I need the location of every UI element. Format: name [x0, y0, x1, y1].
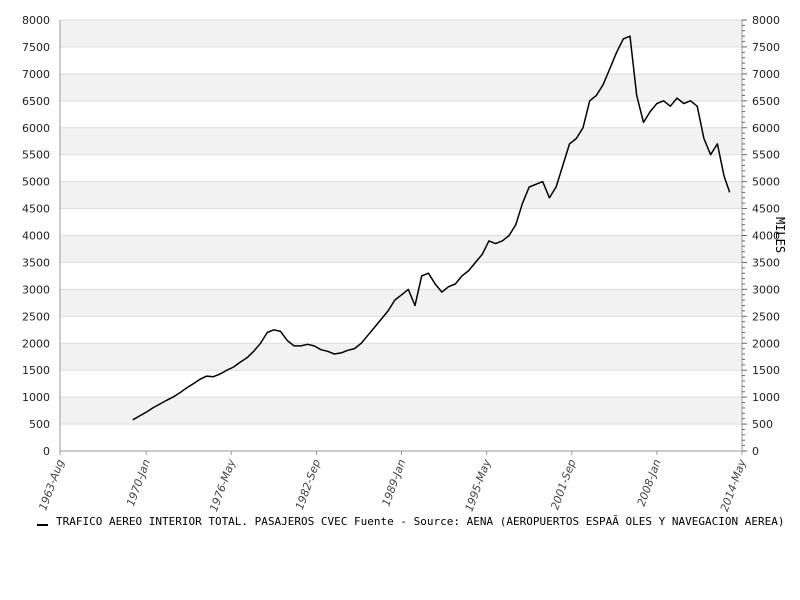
y-tick-label-left: 4500 [22, 203, 50, 216]
y-tick-label-left: 4000 [22, 230, 50, 243]
grid-band [60, 343, 742, 371]
y-axis-label-right: MILES [773, 217, 787, 253]
grid-band [60, 316, 742, 344]
grid-band [60, 100, 742, 128]
grid-band [60, 208, 742, 236]
y-tick-label-right: 3000 [752, 283, 780, 296]
y-tick-label-left: 1500 [22, 364, 50, 377]
grid-band [60, 73, 742, 101]
y-tick-label-left: 2500 [22, 310, 50, 323]
grid-band [60, 424, 742, 451]
grid-band [60, 20, 742, 47]
y-tick-label-left: 1000 [22, 391, 50, 404]
y-tick-label-left: 7500 [22, 41, 50, 54]
y-tick-label-left: 5500 [22, 149, 50, 162]
y-tick-label-right: 6000 [752, 122, 780, 135]
x-tick-label: 2001-Sep [548, 458, 578, 512]
y-tick-label-left: 8000 [22, 14, 50, 27]
y-tick-label-right: 5500 [752, 149, 780, 162]
y-tick-label-right: 2000 [752, 337, 780, 350]
y-tick-label-right: 6500 [752, 95, 780, 108]
y-tick-label-left: 5000 [22, 176, 50, 189]
x-tick-label: 1970-Jan [124, 458, 153, 508]
grid-band [60, 154, 742, 182]
y-tick-label-right: 5000 [752, 176, 780, 189]
y-tick-label-right: 4500 [752, 203, 780, 216]
legend: TRAFICO AEREO INTERIOR TOTAL. PASAJEROS … [37, 515, 784, 528]
x-tick-label: 2014-May [718, 457, 749, 513]
grid-band [60, 235, 742, 263]
grid-band [60, 370, 742, 398]
y-tick-label-right: 500 [752, 418, 773, 431]
y-tick-label-right: 8000 [752, 14, 780, 27]
y-tick-label-left: 6000 [22, 122, 50, 135]
grid-band [60, 46, 742, 74]
y-tick-label-right: 4000 [752, 230, 780, 243]
y-tick-label-right: 7000 [752, 68, 780, 81]
y-tick-label-left: 3500 [22, 256, 50, 269]
x-tick-label: 1976-May [207, 457, 238, 513]
x-tick-label: 1989-Jan [379, 458, 408, 508]
y-tick-label-right: 1500 [752, 364, 780, 377]
grid-band [60, 262, 742, 290]
y-tick-label-right: 0 [752, 445, 759, 458]
y-tick-label-left: 7000 [22, 68, 50, 81]
grid-band [60, 397, 742, 425]
y-tick-label-left: 500 [29, 418, 50, 431]
series-line [132, 35, 731, 421]
grid-band [60, 127, 742, 155]
x-tick-label: 1982-Sep [293, 458, 323, 512]
grid-band [60, 289, 742, 317]
grid-band [60, 181, 742, 209]
y-tick-label-right: 1000 [752, 391, 780, 404]
y-tick-label-left: 6500 [22, 95, 50, 108]
y-tick-label-right: 2500 [752, 310, 780, 323]
x-tick-label: 1963-Aug [36, 458, 67, 513]
legend-label: TRAFICO AEREO INTERIOR TOTAL. PASAJEROS … [56, 515, 784, 528]
y-tick-label-left: 3000 [22, 283, 50, 296]
y-tick-label-right: 3500 [752, 256, 780, 269]
y-tick-label-left: 2000 [22, 337, 50, 350]
x-tick-label: 1995-May [463, 457, 494, 513]
y-tick-label-right: 7500 [752, 41, 780, 54]
y-tick-label-left: 0 [43, 445, 50, 458]
x-tick-label: 2008-Jan [635, 458, 664, 508]
